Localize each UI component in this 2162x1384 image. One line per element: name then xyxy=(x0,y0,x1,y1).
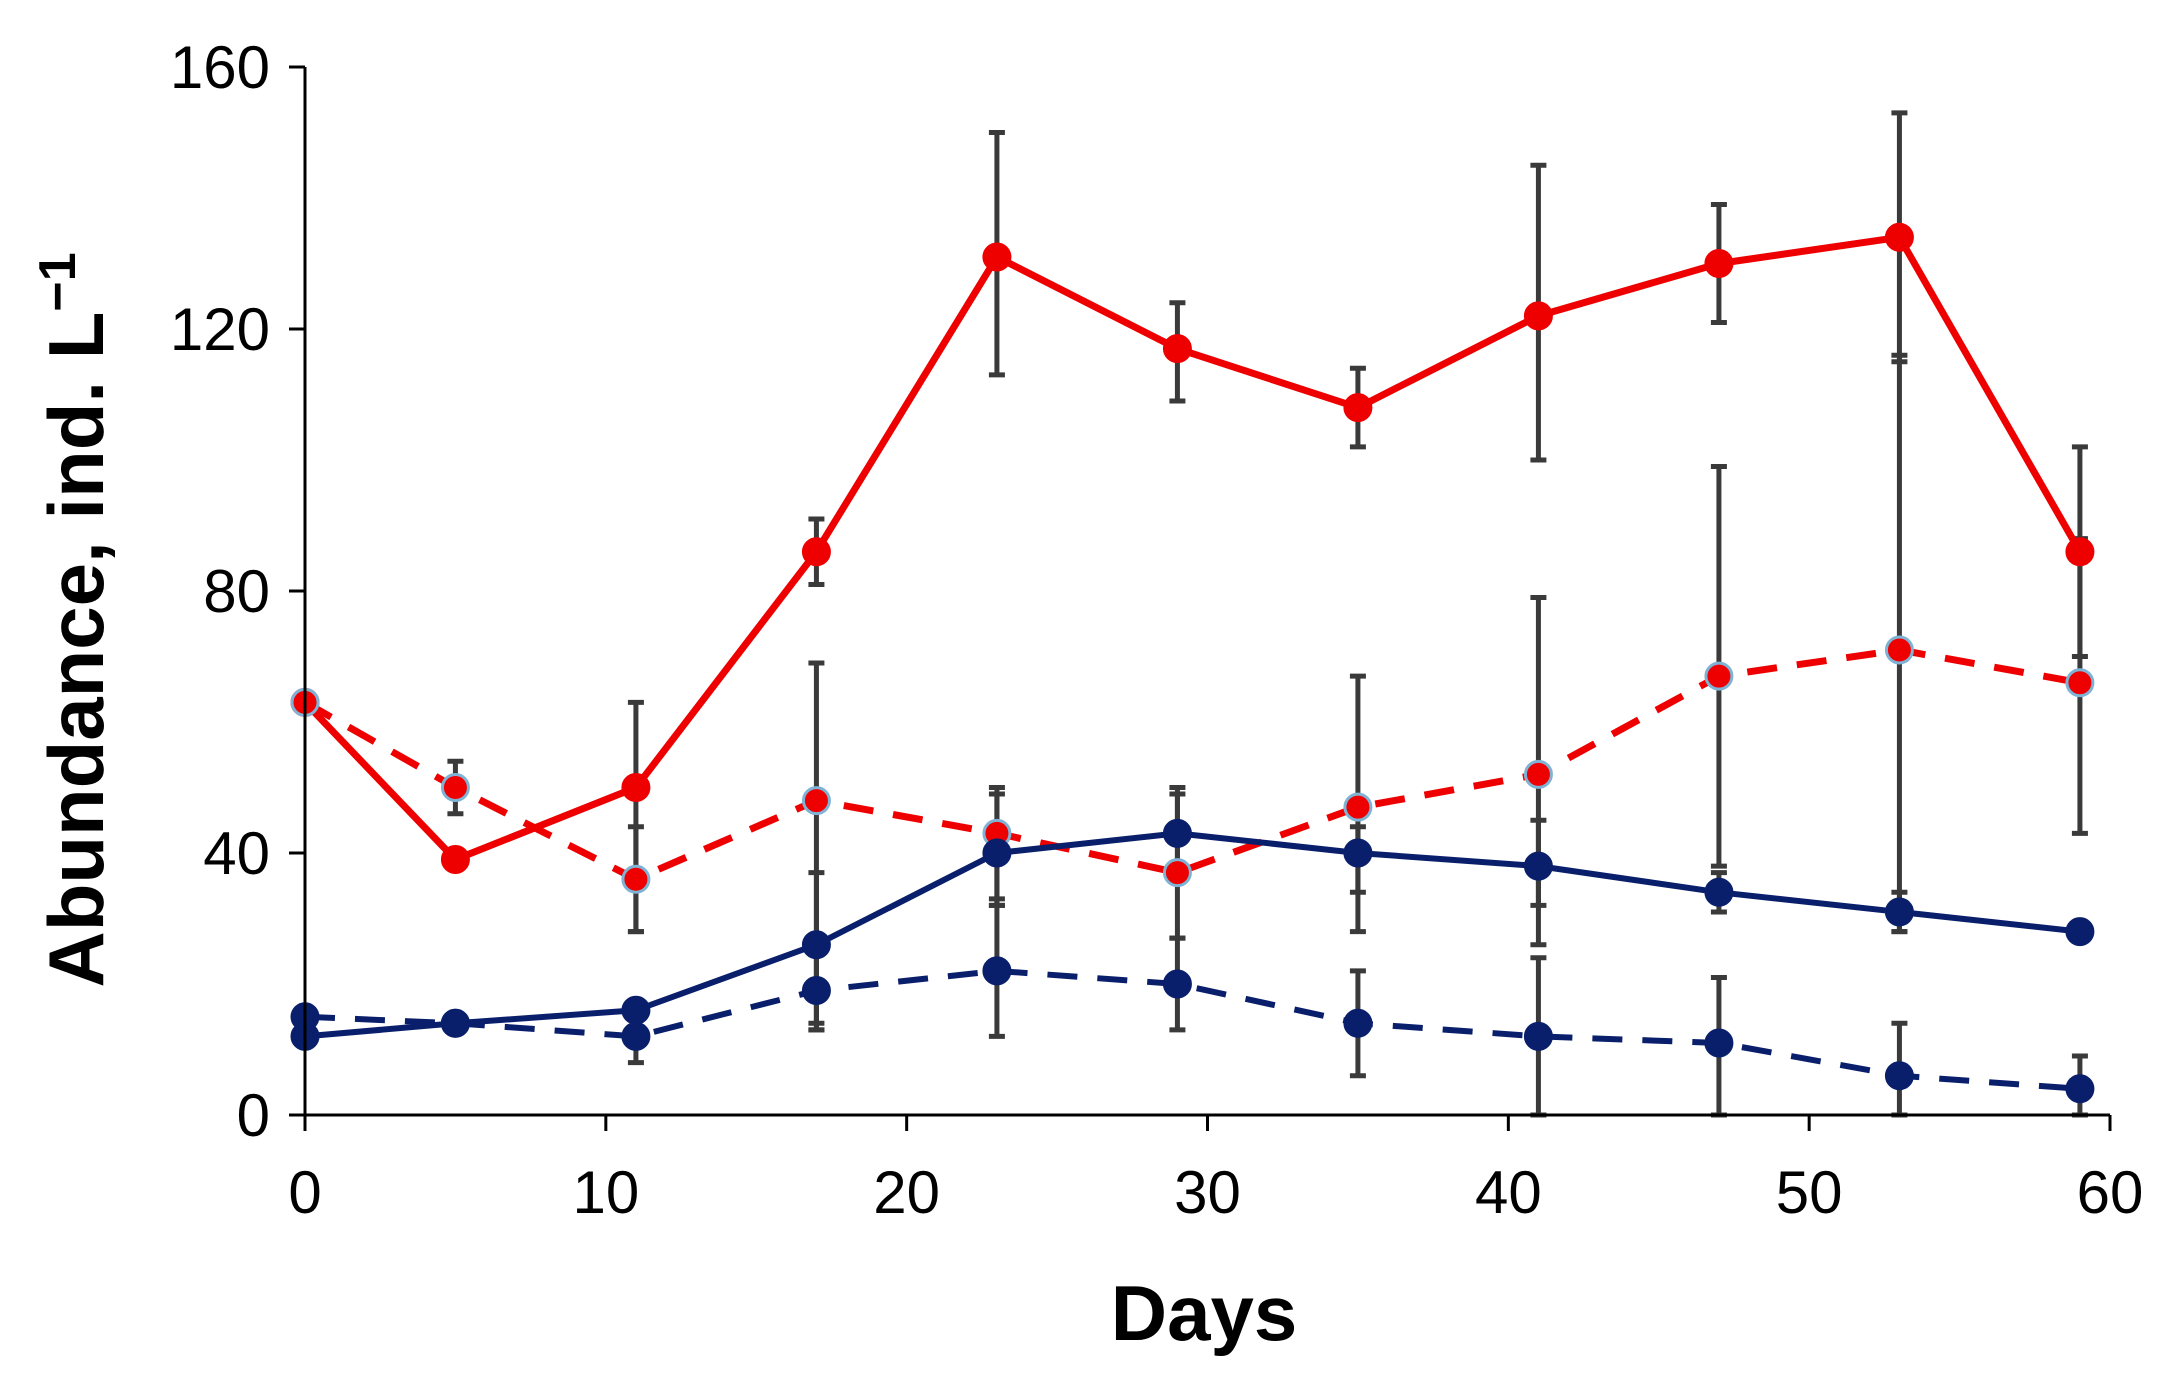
data-point-navy-dashed xyxy=(1523,1021,1553,1051)
data-point-navy-dashed xyxy=(1162,969,1192,999)
data-point-navy-solid xyxy=(801,930,831,960)
x-tick-label: 60 xyxy=(2077,1159,2144,1226)
data-point-navy-dashed xyxy=(621,1021,651,1051)
data-point-red-solid xyxy=(1704,249,1734,278)
axes: 0 40 80 120 160 0 10 20 30 40 50 60 xyxy=(170,34,2143,1226)
x-tick-label: 10 xyxy=(572,1159,639,1226)
y-tick-label: 80 xyxy=(203,558,270,625)
data-point-navy-dashed xyxy=(982,956,1012,986)
data-point-navy-solid xyxy=(1162,818,1192,848)
data-point-red-solid xyxy=(1343,393,1373,423)
x-axis-title: Days xyxy=(1111,1269,1297,1357)
x-tick-label: 20 xyxy=(873,1159,940,1226)
data-point-navy-solid xyxy=(621,995,651,1025)
error-bars xyxy=(447,110,2088,1118)
y-axis-title: Abundance, ind. L−1 xyxy=(29,252,120,987)
data-point-navy-dashed xyxy=(1343,1008,1373,1038)
series-lines xyxy=(302,233,2083,1092)
data-point-navy-dashed xyxy=(801,976,831,1006)
data-point-red-dashed xyxy=(1523,759,1553,789)
data-point-red-dashed xyxy=(801,786,831,816)
data-point-red-dashed xyxy=(1162,858,1192,888)
y-tick-label: 160 xyxy=(170,34,270,101)
data-point-red-dashed xyxy=(1343,792,1373,822)
y-axis-title-main: Abundance, ind. L xyxy=(32,312,120,988)
series-line-red-solid xyxy=(302,233,2083,864)
series-markers xyxy=(290,222,2095,1104)
y-tick-label: 120 xyxy=(170,296,270,363)
data-point-navy-dashed xyxy=(2065,1074,2095,1104)
y-tick-label: 0 xyxy=(237,1082,270,1149)
y-ticks: 0 40 80 120 160 xyxy=(170,34,305,1149)
x-tick-label: 30 xyxy=(1174,1159,1241,1226)
data-point-navy-solid xyxy=(1523,851,1553,881)
data-point-navy-solid xyxy=(1704,877,1734,907)
data-point-red-solid xyxy=(621,773,651,802)
y-axis-title-superscript: −1 xyxy=(29,252,87,311)
data-point-navy-solid xyxy=(1343,838,1373,868)
data-point-red-dashed xyxy=(621,864,651,894)
data-point-red-solid xyxy=(1884,222,1914,252)
series-line-navy-dashed xyxy=(304,967,2081,1092)
data-point-red-solid xyxy=(1523,301,1553,331)
data-point-red-solid xyxy=(440,845,470,875)
data-point-red-solid xyxy=(801,537,831,567)
series-line-red-dashed xyxy=(303,646,2081,883)
data-point-red-solid xyxy=(982,242,1012,272)
y-tick-label: 40 xyxy=(203,820,270,887)
x-ticks: 0 10 20 30 40 50 60 xyxy=(288,1115,2143,1226)
x-tick-label: 50 xyxy=(1776,1159,1843,1226)
data-point-navy-solid xyxy=(2065,917,2095,947)
data-point-navy-dashed xyxy=(1884,1061,1914,1091)
data-point-red-dashed xyxy=(440,773,470,802)
data-point-red-dashed xyxy=(1704,661,1734,691)
data-point-navy-solid xyxy=(982,838,1012,868)
x-tick-label: 40 xyxy=(1475,1159,1542,1226)
data-point-navy-dashed xyxy=(1704,1028,1734,1058)
data-point-navy-dashed xyxy=(440,1008,470,1038)
data-point-red-solid xyxy=(2065,537,2095,567)
data-point-red-dashed xyxy=(2065,668,2095,698)
data-point-navy-solid xyxy=(1884,897,1914,927)
data-point-red-dashed xyxy=(1884,635,1914,665)
data-point-red-solid xyxy=(1162,334,1192,364)
x-tick-label: 0 xyxy=(288,1159,321,1226)
